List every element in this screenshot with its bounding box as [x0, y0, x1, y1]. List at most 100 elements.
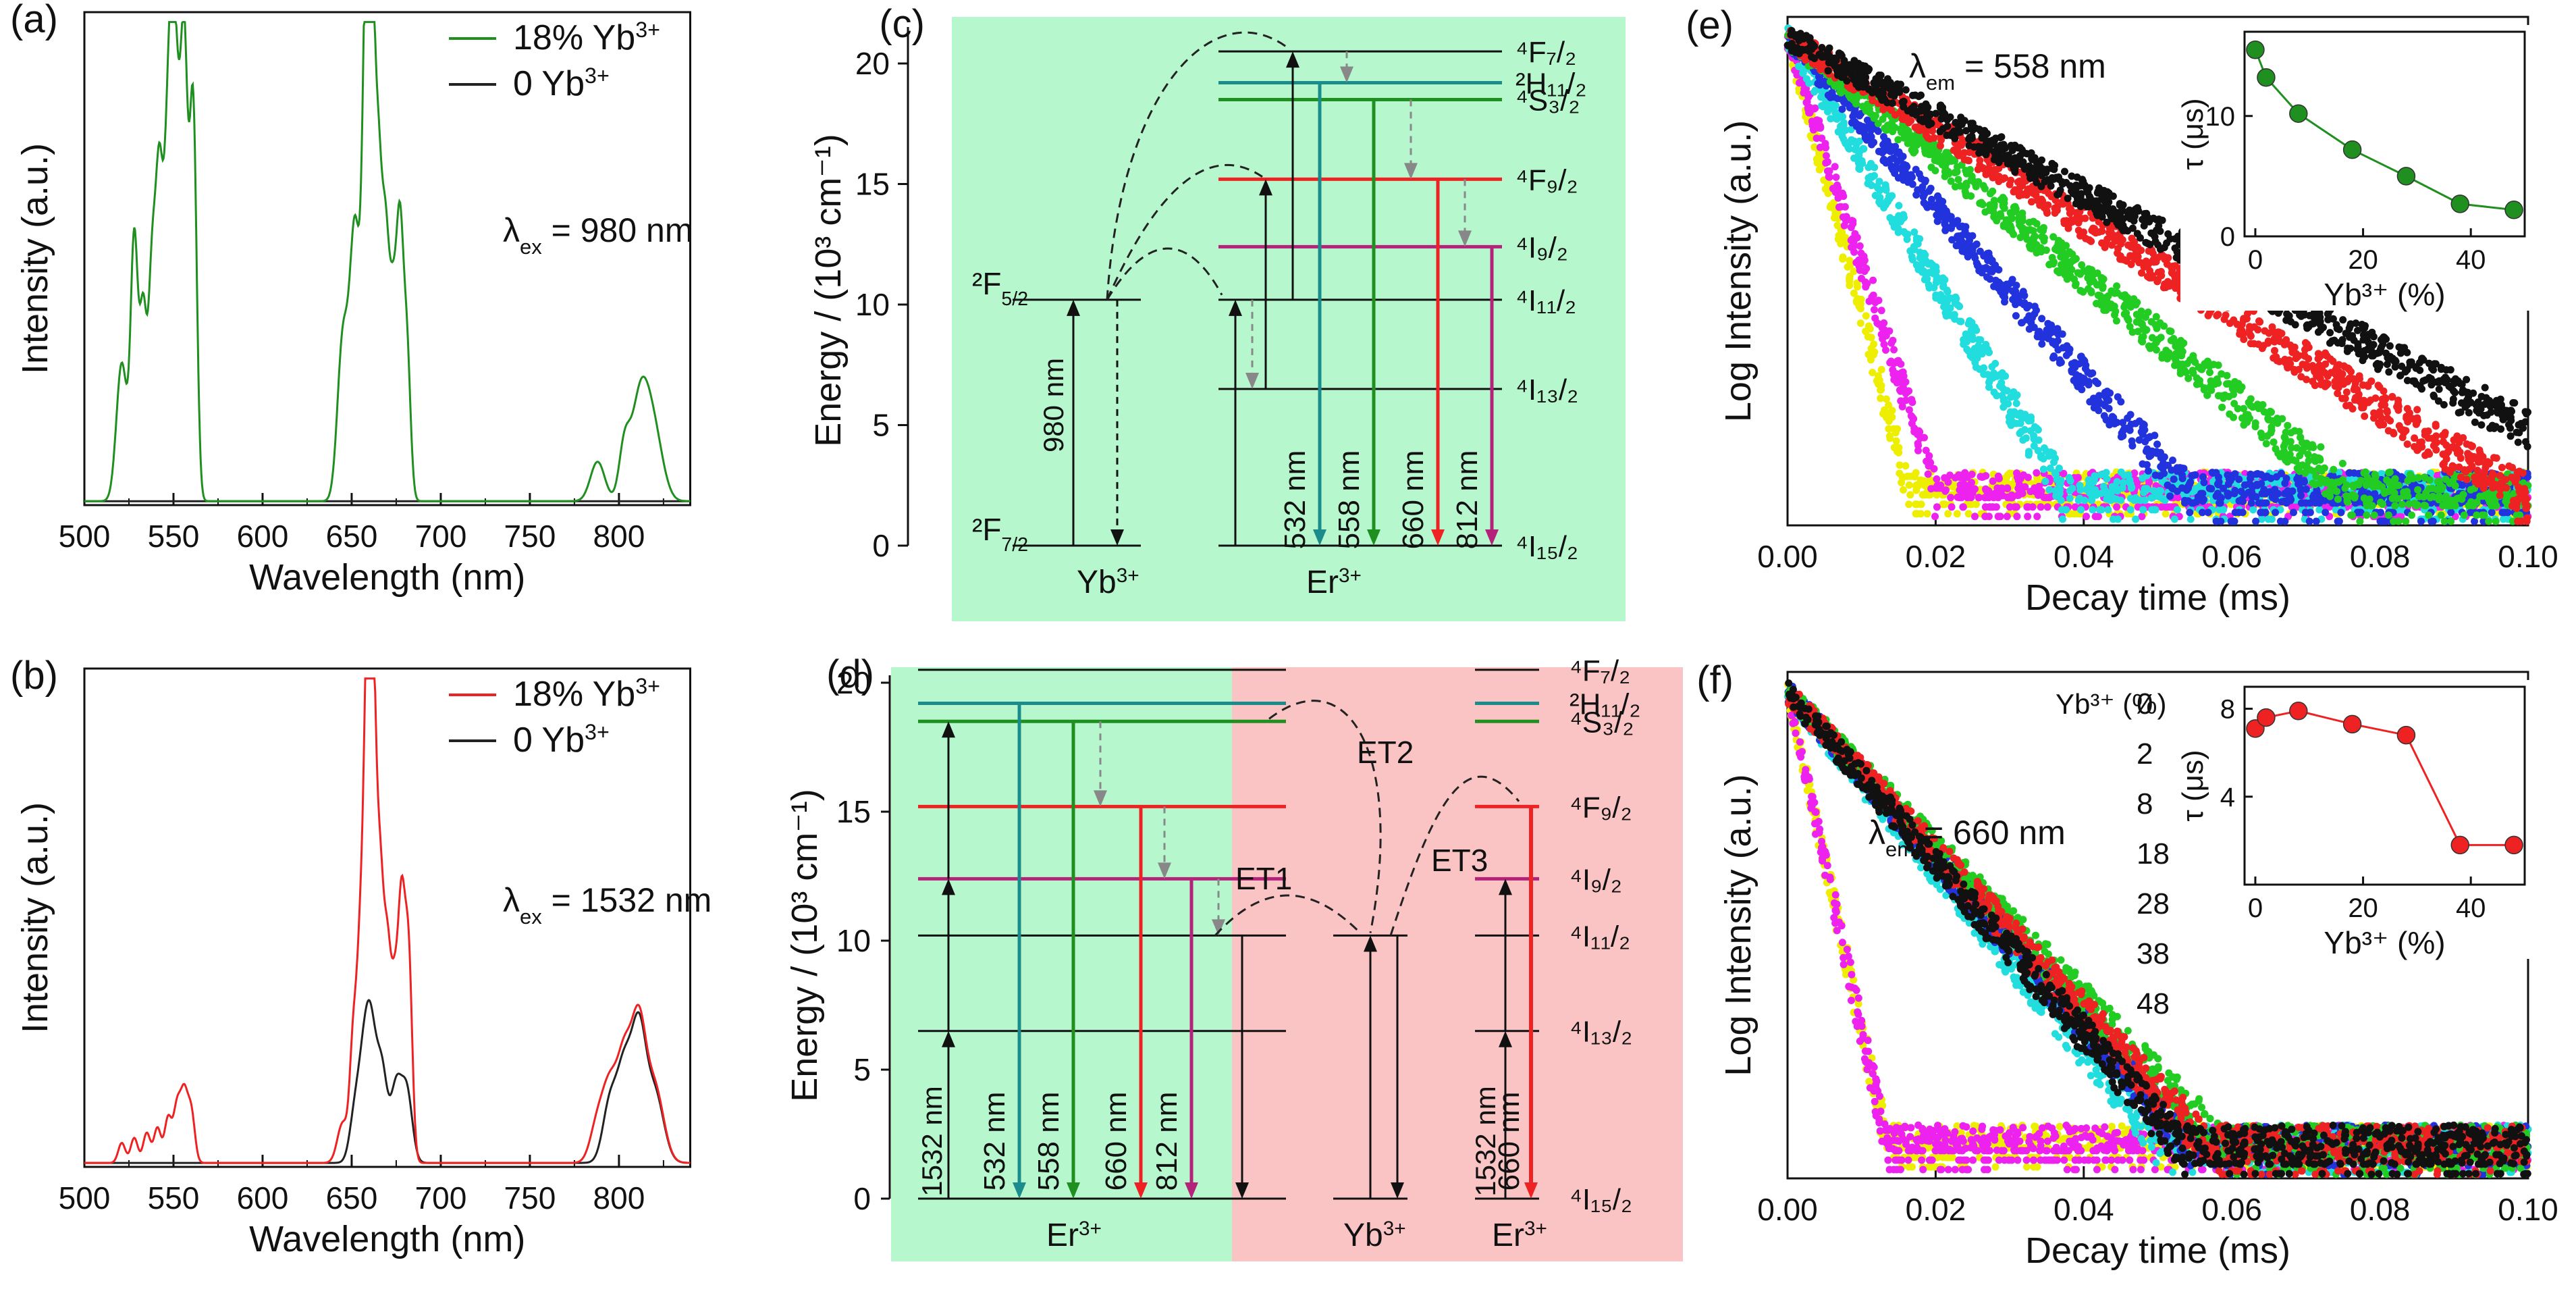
x-tick-label-a: 600 — [237, 519, 289, 554]
x-tick-label-a: 650 — [326, 519, 378, 554]
inset-point-e — [2257, 68, 2276, 87]
level-label-er-d: ⁴S₃/₂ — [1569, 706, 1634, 739]
y-axis-label-b: Intensity (a.u.) — [15, 802, 55, 1033]
x-tick-label-a: 500 — [59, 519, 111, 554]
nonradiative-arrow-c — [1245, 299, 1259, 389]
inset-point-e — [2396, 167, 2416, 186]
emission-label-right-d: 660 nm — [1493, 1092, 1526, 1191]
emission-label-d: 558 nm — [1032, 1092, 1065, 1191]
inset-y-label-f: τ (μs) — [2176, 750, 2209, 821]
ion-label-c: Er3+ — [1306, 565, 1362, 601]
energy-transfer-curve-d — [1214, 894, 1362, 937]
y-axis-label-a: Intensity (a.u.) — [15, 143, 55, 374]
y-tick-label-d: 15 — [836, 794, 871, 829]
panel-label-e: (e) — [1686, 3, 1734, 47]
x-tick-label-a: 800 — [593, 519, 645, 554]
background-d-yb — [1232, 667, 1683, 1261]
emission-arrow-d — [1067, 721, 1080, 1199]
inset-x-tick-label-f: 0 — [2248, 893, 2263, 923]
x-axis-label-a: Wavelength (nm) — [249, 557, 525, 598]
inset-y-tick-label-e: 10 — [2205, 102, 2236, 132]
inset-point-f — [2257, 708, 2276, 727]
nonradiative-arrow-d — [1158, 806, 1171, 879]
energy-transfer-curve-c — [1106, 31, 1290, 300]
level-label-er-c: ⁴F₉/₂ — [1515, 163, 1578, 197]
y-tick-label-c: 15 — [855, 167, 890, 202]
inset-x-tick-label-e: 20 — [2348, 245, 2378, 275]
x-tick-label-f: 0.04 — [2054, 1192, 2114, 1227]
level-label-er-d: ⁴F₇/₂ — [1569, 654, 1630, 687]
x-tick-label-b: 750 — [504, 1180, 556, 1216]
legend-entry-f: 0 — [2137, 687, 2153, 721]
x-axis-label-e: Decay time (ms) — [2025, 577, 2290, 618]
level-label-er-d: ⁴I₁₁/₂ — [1569, 920, 1630, 953]
inset-point-e — [2504, 201, 2523, 219]
level-label-er-d: ⁴I₁₃/₂ — [1569, 1016, 1632, 1049]
emission-arrow-d — [1134, 806, 1148, 1199]
level-label-er-d: ²H₁₁/₂ — [1569, 688, 1640, 721]
panel-label-a: (a) — [10, 0, 58, 41]
x-tick-label-a: 750 — [504, 519, 556, 554]
y-axis-label-f: Log Intensity (a.u.) — [1718, 774, 1759, 1076]
y-tick-label-d: 10 — [836, 923, 871, 958]
energy-transfer-curve-c — [1106, 163, 1263, 301]
level-label-er-c: ⁴S₃/₂ — [1515, 84, 1580, 117]
emission-arrow-c — [1431, 179, 1445, 546]
x-tick-label-a: 700 — [415, 519, 467, 554]
yb-up-arrow-d — [1364, 935, 1377, 1199]
y-tick-label-d: 0 — [853, 1181, 871, 1216]
inset-x-tick-label-f: 40 — [2456, 893, 2486, 923]
level-label-yb-c: ²F5/2 — [972, 266, 1028, 310]
inset-point-f — [2289, 702, 2308, 721]
inset-y-tick-label-f: 4 — [2220, 783, 2235, 812]
transfer-label-d: ET2 — [1357, 735, 1414, 770]
er-decay-arrow-d — [1235, 935, 1249, 1199]
pump-arrow-right-d — [1499, 879, 1512, 1031]
legend-entry-f: 8 — [2137, 787, 2153, 820]
inset-y-tick-label-f: 8 — [2220, 695, 2235, 725]
emission-label-c: 532 nm — [1279, 450, 1312, 550]
y-tick-label-d: 20 — [836, 665, 871, 700]
inset-x-label-f: Yb³⁺ (%) — [2324, 925, 2445, 960]
inset-y-label-e: τ (μs) — [2176, 98, 2209, 169]
legend-title-f: Yb³⁺ (%) — [2056, 688, 2167, 720]
emission-arrow-right-d — [1524, 806, 1538, 1199]
panel-label-c: (c) — [879, 2, 925, 46]
pump-arrow-d — [942, 879, 955, 1031]
x-tick-label-b: 600 — [237, 1180, 289, 1216]
level-label-er-d: ⁴I₁₅/₂ — [1569, 1183, 1632, 1216]
x-tick-label-e: 0.04 — [2054, 539, 2114, 574]
pump-arrow-c — [1286, 51, 1299, 300]
x-tick-label-e: 0.06 — [2201, 539, 2262, 574]
y-tick-label-c: 10 — [855, 287, 890, 322]
excitation-arrow-c — [1067, 299, 1080, 546]
plot-frame-a — [83, 11, 691, 506]
inset-frame-f — [2243, 685, 2526, 886]
nonradiative-arrow-c — [1404, 99, 1418, 180]
x-tick-label-f: 0.06 — [2201, 1192, 2262, 1227]
pump-arrow-c — [1259, 179, 1272, 389]
emission-arrow-d — [1013, 703, 1026, 1199]
legend-entry-f: 38 — [2137, 937, 2170, 970]
y-tick-label-c: 20 — [855, 46, 890, 81]
legend-label-b: 18% Yb3+ — [513, 674, 660, 714]
pump-arrow-right-d — [1499, 1030, 1512, 1199]
annotation-e: λem = 558 nm — [1909, 47, 2106, 95]
annotation-f: λem = 660 nm — [1869, 814, 2066, 861]
emission-label-d: 660 nm — [1100, 1092, 1133, 1191]
level-label-er-c: ⁴I₁₁/₂ — [1515, 284, 1576, 317]
y-tick-label-c: 5 — [872, 408, 890, 443]
legend-entry-f: 48 — [2137, 987, 2170, 1020]
series-line-b-1 — [84, 677, 691, 1164]
x-tick-label-b: 800 — [593, 1180, 645, 1216]
x-tick-label-f: 0.10 — [2498, 1192, 2558, 1227]
y-tick-label-d: 5 — [853, 1052, 871, 1087]
nonradiative-arrow-c — [1340, 51, 1353, 83]
yb-down-arrow-d — [1391, 935, 1404, 1199]
excitation-label-right-d: 1532 nm — [1470, 1086, 1501, 1196]
inset-point-f — [2450, 835, 2469, 855]
emission-arrow-c — [1313, 82, 1326, 546]
emission-arrow-c — [1367, 99, 1380, 546]
level-label-er-c: ²H₁₁/₂ — [1515, 68, 1586, 101]
x-tick-label-e: 0.08 — [2350, 539, 2411, 574]
